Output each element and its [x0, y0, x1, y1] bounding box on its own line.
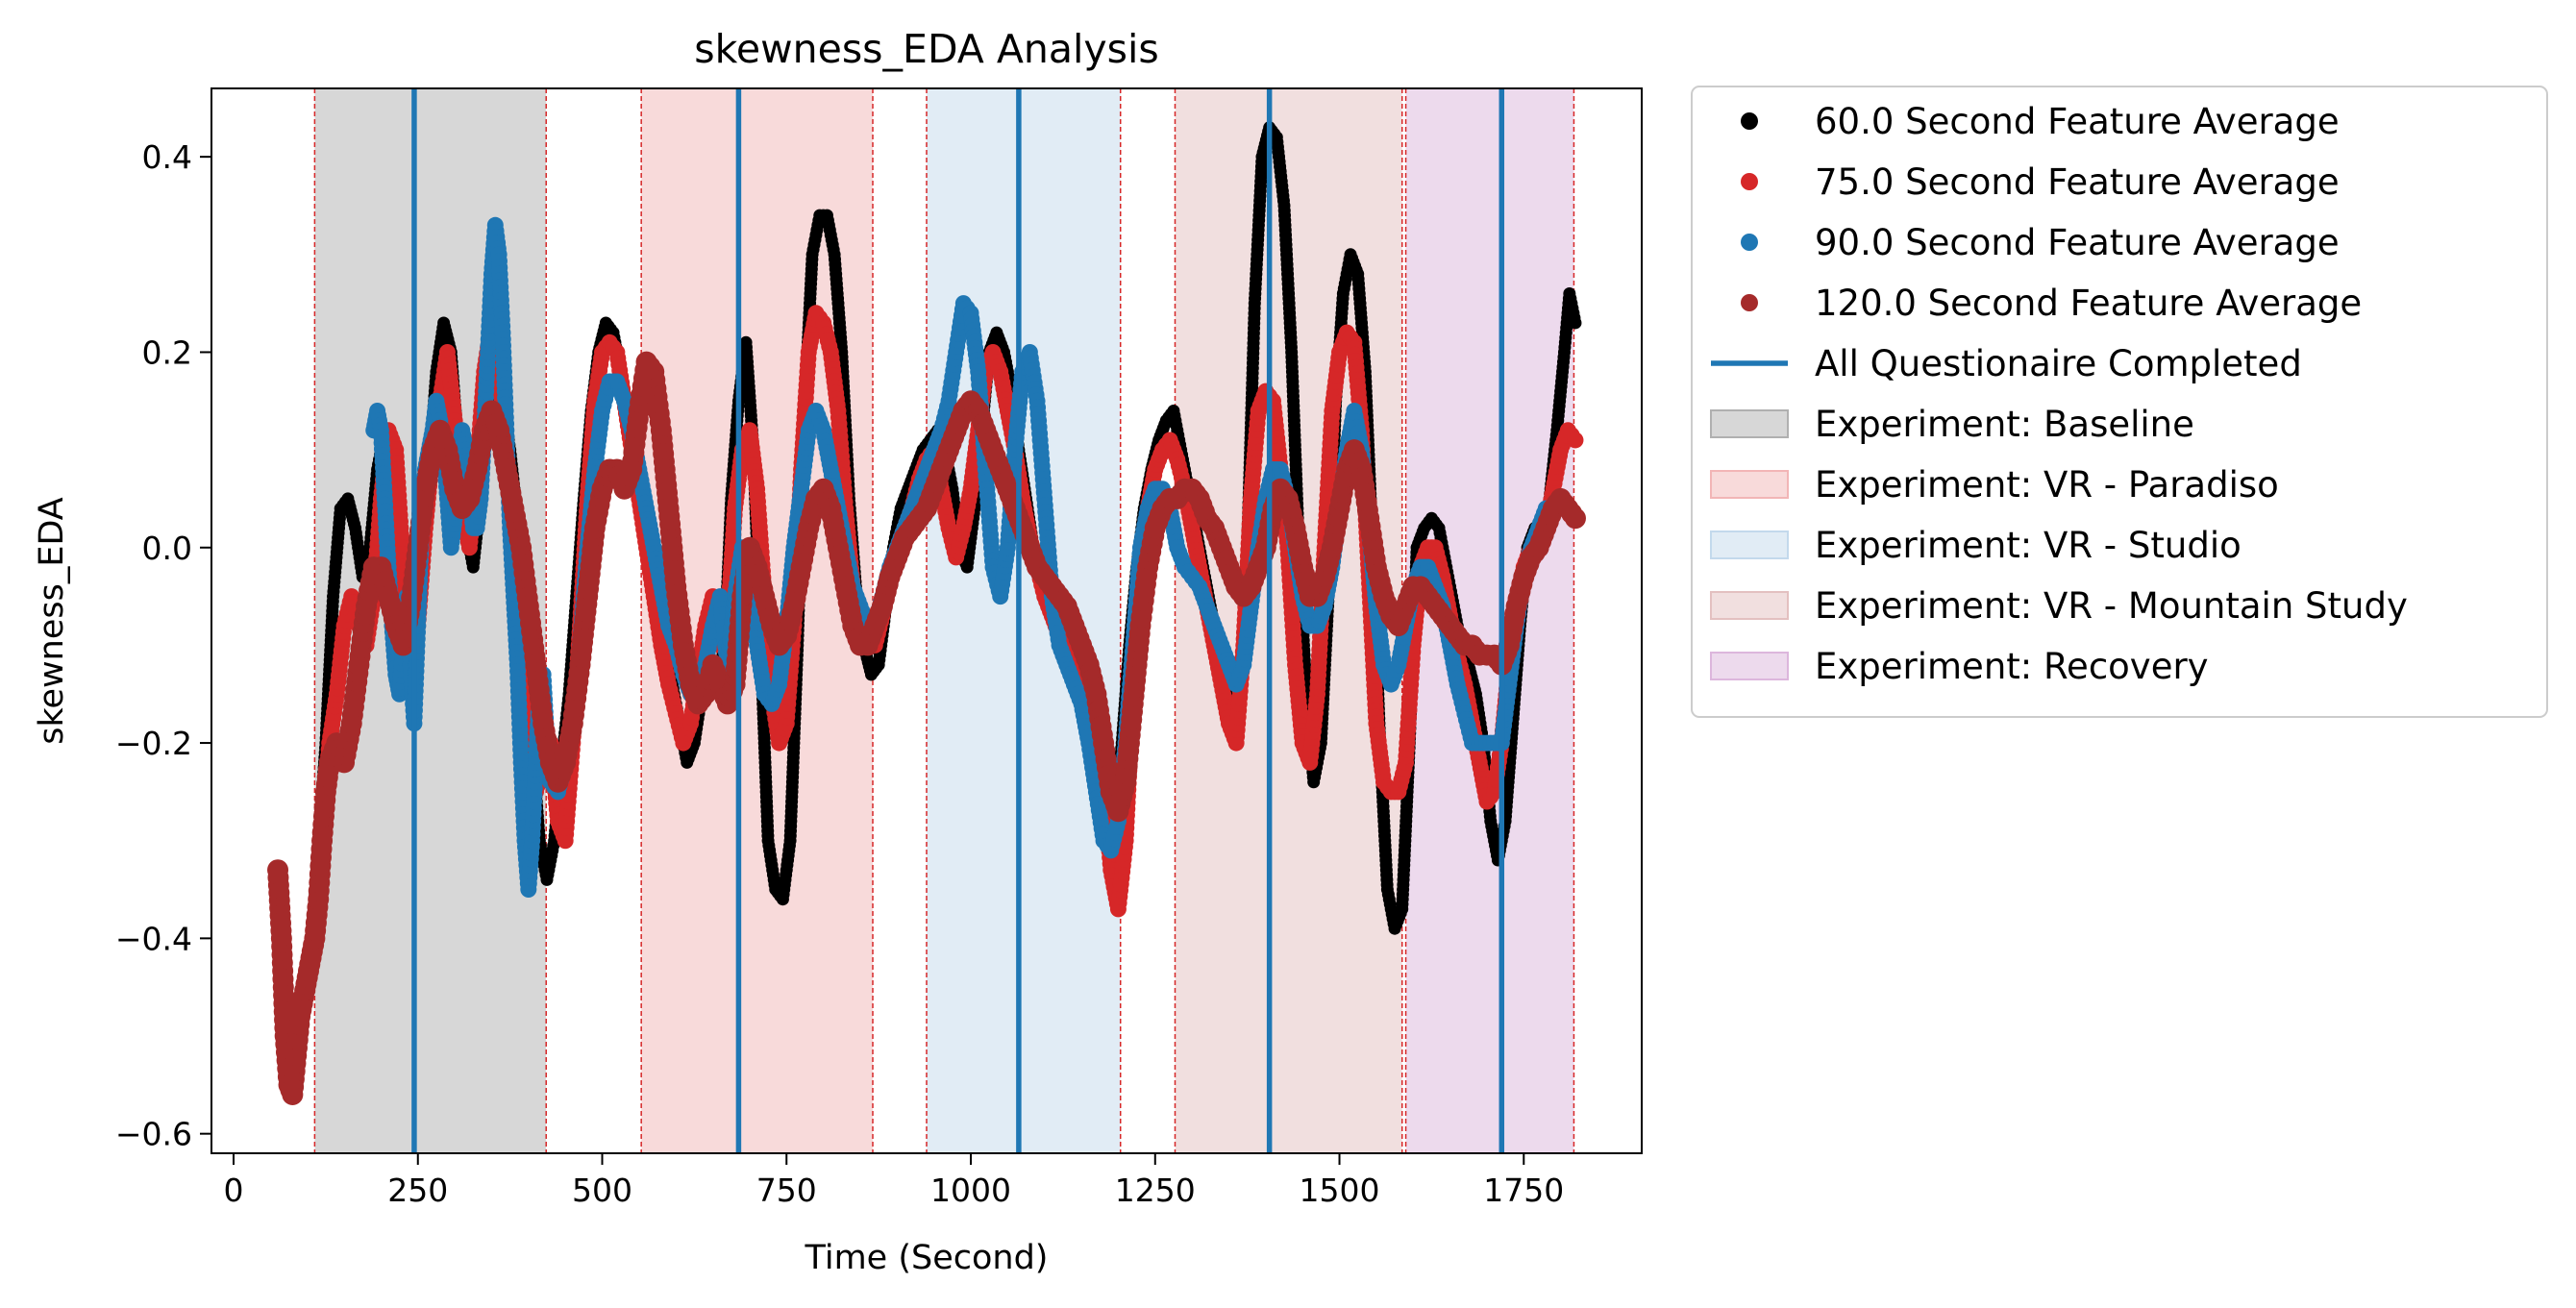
region-2	[927, 88, 1121, 1153]
data-series	[267, 121, 1586, 1106]
chart-title: skewness_EDA Analysis	[694, 26, 1159, 72]
series-0-marker-2318	[1569, 316, 1582, 330]
series-1-marker-1476	[1567, 432, 1584, 449]
region-4	[1405, 88, 1574, 1153]
